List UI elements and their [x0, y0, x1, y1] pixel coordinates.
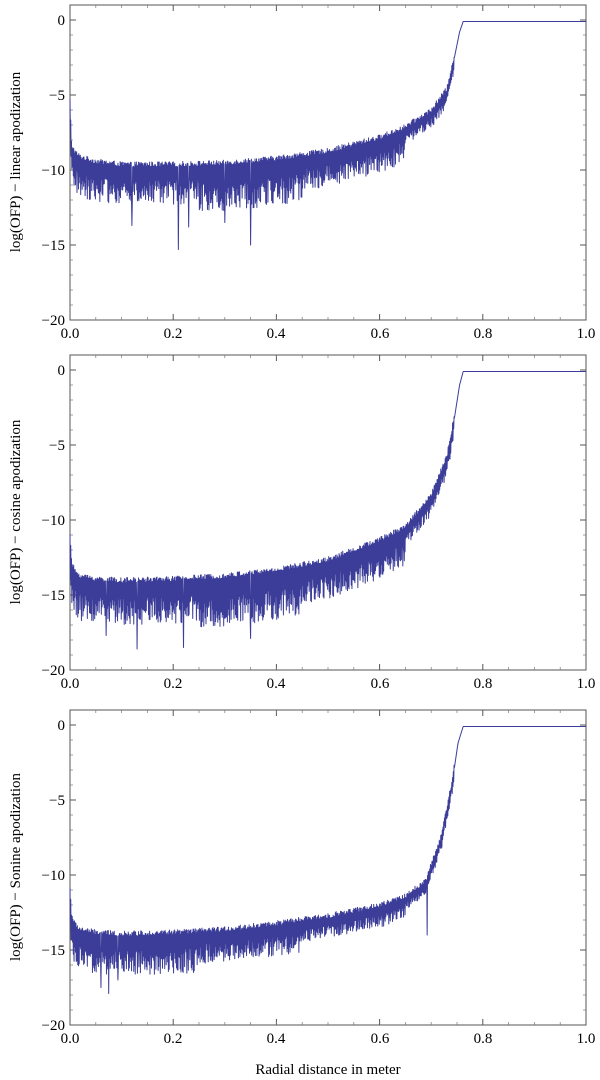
x-tick-label: 1.0 [577, 676, 596, 692]
x-tick-label: 1.0 [577, 326, 596, 342]
y-tick-label: −10 [42, 513, 65, 529]
x-tick-labels-linear: 0.0 0.2 0.4 0.6 0.8 1.0 [61, 326, 596, 342]
y-tick-label: −5 [49, 438, 65, 454]
y-tick-label: −15 [42, 588, 65, 604]
y-tick-label: 0 [58, 363, 66, 379]
x-tick-label: 0.4 [267, 326, 286, 342]
plot-frame-sonine [69, 709, 587, 1026]
panel-cosine: 0.0 0.2 0.4 0.6 0.8 1.0 0 −5 −10 −15 −20… [8, 354, 596, 692]
x-tick-label: 0.0 [61, 1031, 80, 1047]
plot-frame-cosine [69, 354, 587, 671]
x-tick-label: 0.6 [371, 676, 390, 692]
x-axis-label: Radial distance in meter [255, 1062, 400, 1078]
panel-sonine: 0.0 0.2 0.4 0.6 0.8 1.0 0 −5 −10 −15 −20… [8, 709, 596, 1047]
panel-linear: 0.0 0.2 0.4 0.6 0.8 1.0 0 −5 −10 −15 −20… [8, 4, 596, 342]
ticks-cosine [69, 355, 587, 671]
x-tick-labels-sonine: 0.0 0.2 0.4 0.6 0.8 1.0 [61, 1031, 596, 1047]
y-tick-label: −5 [49, 793, 65, 809]
x-tick-label: 0.2 [164, 676, 183, 692]
x-tick-label: 0.2 [164, 326, 183, 342]
x-tick-label: 0.2 [164, 1031, 183, 1047]
y-tick-label: −10 [42, 163, 65, 179]
x-tick-label: 0.8 [474, 326, 493, 342]
y-tick-label: −10 [42, 868, 65, 884]
ticks-sonine [69, 710, 587, 1026]
series-line-cosine [69, 371, 587, 650]
y-tick-label: 0 [58, 13, 66, 29]
x-tick-labels-cosine: 0.0 0.2 0.4 0.6 0.8 1.0 [61, 676, 596, 692]
series-line-linear [69, 21, 587, 250]
series-line-sonine [69, 726, 587, 994]
y-tick-label: −20 [42, 663, 65, 679]
y-tick-label: 0 [58, 718, 66, 734]
y-tick-label: −20 [42, 313, 65, 329]
x-tick-label: 0.8 [474, 676, 493, 692]
x-tick-label: 0.6 [371, 1031, 390, 1047]
y-tick-label: −20 [42, 1018, 65, 1034]
x-tick-label: 0.8 [474, 1031, 493, 1047]
x-tick-label: 0.6 [371, 326, 390, 342]
x-tick-label: 0.0 [61, 326, 80, 342]
y-tick-labels-linear: 0 −5 −10 −15 −20 [42, 13, 65, 329]
y-tick-label: −15 [42, 238, 65, 254]
y-tick-labels-sonine: 0 −5 −10 −15 −20 [42, 718, 65, 1034]
y-axis-label-sonine: log(OFP) − Sonine apodization [8, 772, 24, 961]
y-axis-label-cosine: log(OFP) − cosine apodization [8, 419, 24, 604]
x-tick-label: 0.0 [61, 676, 80, 692]
x-tick-label: 0.4 [267, 1031, 286, 1047]
ticks-linear [69, 5, 587, 321]
x-tick-label: 0.4 [267, 676, 286, 692]
y-tick-labels-cosine: 0 −5 −10 −15 −20 [42, 363, 65, 679]
y-tick-label: −5 [49, 88, 65, 104]
y-axis-label-linear: log(OFP) − linear apodization [8, 71, 24, 252]
x-tick-label: 1.0 [577, 1031, 596, 1047]
y-tick-label: −15 [42, 943, 65, 959]
